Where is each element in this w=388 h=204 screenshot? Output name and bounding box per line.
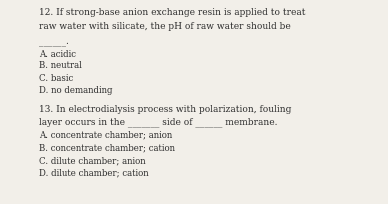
Text: 12. If strong-base anion exchange resin is applied to treat: 12. If strong-base anion exchange resin … [39, 8, 305, 17]
Text: D. no demanding: D. no demanding [39, 85, 112, 94]
Text: A. acidic: A. acidic [39, 49, 76, 58]
Text: D. dilute chamber; cation: D. dilute chamber; cation [39, 168, 149, 177]
Text: C. basic: C. basic [39, 73, 73, 82]
Text: layer occurs in the _______ side of ______ membrane.: layer occurs in the _______ side of ____… [39, 117, 277, 126]
Text: 13. In electrodialysis process with polarization, fouling: 13. In electrodialysis process with pola… [39, 104, 291, 113]
Text: A. concentrate chamber; anion: A. concentrate chamber; anion [39, 130, 172, 139]
Text: ______.: ______. [39, 37, 69, 46]
Text: C. dilute chamber; anion: C. dilute chamber; anion [39, 155, 146, 164]
Text: B. neutral: B. neutral [39, 61, 82, 70]
Text: raw water with silicate, the pH of raw water should be: raw water with silicate, the pH of raw w… [39, 21, 291, 30]
Text: B. concentrate chamber; cation: B. concentrate chamber; cation [39, 143, 175, 152]
